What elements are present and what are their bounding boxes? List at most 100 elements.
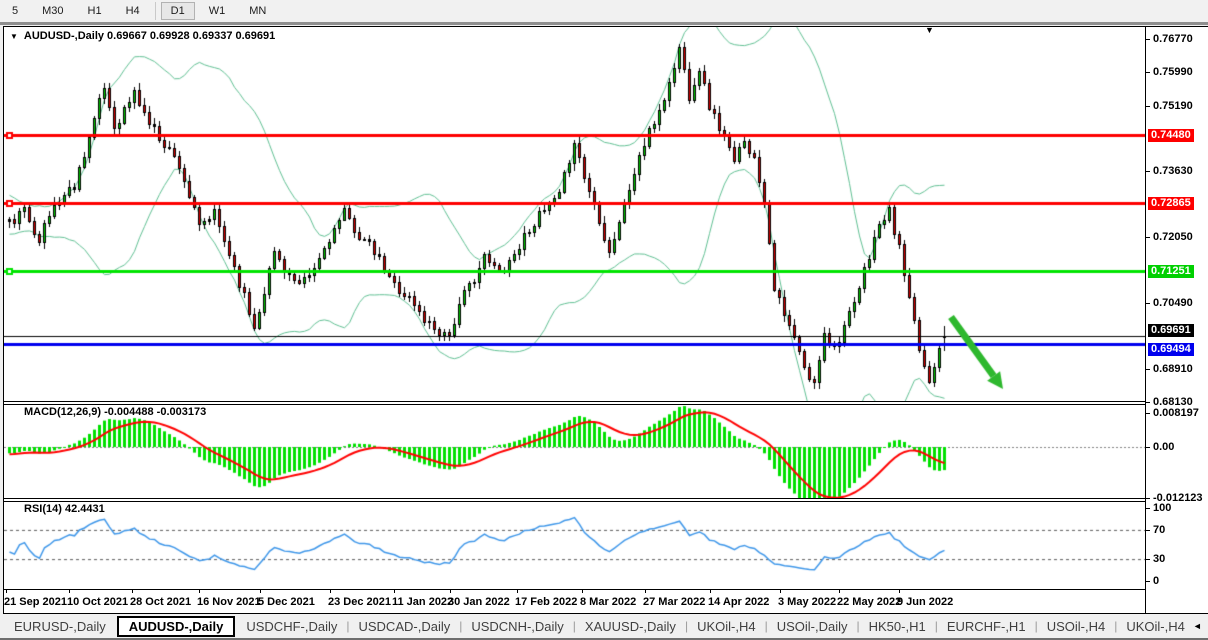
chevron-down-icon[interactable]: ▼ xyxy=(10,31,18,41)
tab-separator: | xyxy=(1114,619,1118,633)
timeframe-button-d1[interactable]: D1 xyxy=(160,2,195,20)
chart-column: ▼ AUDUSD-,Daily 0.69667 0.69928 0.69337 … xyxy=(4,25,1146,613)
rsi-label: RSI(14) 42.4431 xyxy=(24,503,105,515)
rsi-tick-label: 70 xyxy=(1153,524,1166,536)
date-tick-mark xyxy=(132,590,133,593)
date-label: 28 Oct 2021 xyxy=(130,596,192,608)
date-label: 27 Mar 2022 xyxy=(643,596,706,608)
date-axis[interactable]: 21 Sep 2021 10 Oct 2021 28 Oct 2021 16 Nov … xyxy=(4,590,1145,613)
price-tick-label: 0.75190 xyxy=(1153,100,1193,112)
rsi-canvas[interactable] xyxy=(4,502,1145,589)
macd-tick-dash xyxy=(1146,498,1150,499)
price-level-badge: 0.71251 xyxy=(1148,265,1194,278)
tab-eurusd-daily[interactable]: EURUSD-,Daily xyxy=(14,618,106,634)
date-tick-mark xyxy=(710,590,711,593)
tab-separator: | xyxy=(459,619,463,633)
chart-tab-bar: EURUSD-,Daily AUDUSD-,Daily USDCHF-,Daily |… xyxy=(0,614,1208,640)
date-label: 11 Jan 2022 xyxy=(392,596,454,608)
price-tick-label: 0.73630 xyxy=(1153,165,1193,177)
tab-usoil-daily[interactable]: USOil-,Daily xyxy=(776,618,848,634)
date-label: 8 Mar 2022 xyxy=(580,596,637,608)
price-tick-dash xyxy=(1146,402,1150,403)
macd-tick-dash xyxy=(1146,447,1150,448)
date-tick-mark xyxy=(582,590,583,593)
tab-separator: | xyxy=(346,619,350,633)
main-chart-canvas[interactable] xyxy=(4,27,1145,401)
tab-separator: | xyxy=(1034,619,1038,633)
timeframe-button-h4[interactable]: H4 xyxy=(125,5,140,17)
panel-separator[interactable] xyxy=(4,498,1145,499)
price-tick-dash xyxy=(1146,237,1150,238)
macd-tick-label: 0.008197 xyxy=(1153,407,1199,419)
rsi-tick-dash xyxy=(1146,530,1150,531)
macd-label: MACD(12,26,9) -0.004488 -0.003173 xyxy=(24,406,207,418)
timeframe-button-5[interactable]: 5 xyxy=(12,5,19,17)
date-label: 21 Sep 2021 xyxy=(4,596,67,608)
tab-usdcnh-daily[interactable]: USDCNH-,Daily xyxy=(471,618,564,634)
date-label: 10 Oct 2021 xyxy=(67,596,129,608)
macd-panel: MACD(12,26,9) -0.004488 -0.003173 xyxy=(4,405,1145,498)
price-level-badge: 0.69691 xyxy=(1148,324,1194,337)
tab-separator: | xyxy=(684,619,689,633)
timeframe-button-w1[interactable]: W1 xyxy=(208,5,226,17)
timeframe-toolbar: 5 M30 H1 H4 D1 W1 MN xyxy=(0,0,1208,22)
tab-usdcad-daily[interactable]: USDCAD-,Daily xyxy=(358,618,451,634)
macd-canvas[interactable] xyxy=(4,405,1145,498)
price-tick-label: 0.68910 xyxy=(1153,363,1193,375)
tab-audusd-daily[interactable]: AUDUSD-,Daily xyxy=(116,615,236,637)
date-label: 16 Nov 2021 xyxy=(197,596,261,608)
timeframe-button-mn[interactable]: MN xyxy=(249,5,267,17)
date-label: 22 May 2022 xyxy=(837,596,902,608)
tab-separator: | xyxy=(856,619,860,633)
tab-ukoil-h4[interactable]: UKOil-,H4 xyxy=(1126,618,1185,634)
macd-tick-dash xyxy=(1146,413,1150,414)
rsi-tick-label: 30 xyxy=(1153,553,1166,565)
date-label: 3 May 2022 xyxy=(778,596,837,608)
rsi-tick-dash xyxy=(1146,581,1150,582)
date-tick-mark xyxy=(899,590,900,593)
timeframe-button-h1[interactable]: H1 xyxy=(87,5,102,17)
price-tick-label: 0.72050 xyxy=(1153,231,1193,243)
date-tick-mark xyxy=(6,590,7,593)
tab-separator: | xyxy=(934,619,938,633)
rsi-tick-dash xyxy=(1146,508,1150,509)
tab-eurchf-h1[interactable]: EURCHF-,H1 xyxy=(946,618,1026,634)
price-tick-label: 0.70490 xyxy=(1153,297,1193,309)
chart-shift-marker-icon[interactable]: ▼ xyxy=(925,25,934,35)
toolbar-separator xyxy=(154,2,156,20)
panel-separator[interactable] xyxy=(4,501,1145,502)
tab-usdchf-daily[interactable]: USDCHF-,Daily xyxy=(246,618,338,634)
date-label: 23 Dec 2021 xyxy=(328,596,391,608)
tab-hk50-h1[interactable]: HK50-,H1 xyxy=(868,618,926,634)
toolbar-divider xyxy=(0,22,1208,25)
price-tick-dash xyxy=(1146,39,1150,40)
panel-separator[interactable] xyxy=(4,401,1145,402)
price-tick-label: 0.68130 xyxy=(1153,396,1193,408)
price-level-badge: 0.74480 xyxy=(1148,129,1194,142)
date-label: 5 Dec 2021 xyxy=(258,596,315,608)
date-tick-mark xyxy=(780,590,781,593)
tab-scroll-arrows: ◄► xyxy=(1193,621,1208,631)
price-axis[interactable]: 0.76770 0.75990 0.75190 0.73630 0.72050 0.704… xyxy=(1146,27,1208,613)
timeframe-button-m30[interactable]: M30 xyxy=(42,5,64,17)
chart-title: ▼ AUDUSD-,Daily 0.69667 0.69928 0.69337 … xyxy=(10,30,275,42)
tab-usoil-h4[interactable]: USOil-,H4 xyxy=(1046,618,1106,634)
tab-xauusd-daily[interactable]: XAUUSD-,Daily xyxy=(584,618,676,634)
date-tick-mark xyxy=(645,590,646,593)
price-level-badge: 0.69494 xyxy=(1148,343,1194,356)
panel-separator[interactable] xyxy=(4,404,1145,405)
tab-ukoil-h4[interactable]: UKOil-,H4 xyxy=(697,618,756,634)
price-tick-label: 0.76770 xyxy=(1153,33,1193,45)
date-tick-mark xyxy=(517,590,518,593)
panel-gap xyxy=(4,402,1145,404)
date-label: 9 Jun 2022 xyxy=(897,596,954,608)
date-tick-mark xyxy=(450,590,451,593)
price-tick-dash xyxy=(1146,369,1150,370)
macd-tick-label: -0.012123 xyxy=(1153,492,1203,504)
date-label: 30 Jan 2022 xyxy=(448,596,510,608)
tab-separator: | xyxy=(764,619,768,633)
price-tick-dash xyxy=(1146,303,1150,304)
tab-scroll-left-icon[interactable]: ◄ xyxy=(1192,621,1202,631)
date-tick-mark xyxy=(69,590,70,593)
tab-separator: | xyxy=(572,619,576,633)
